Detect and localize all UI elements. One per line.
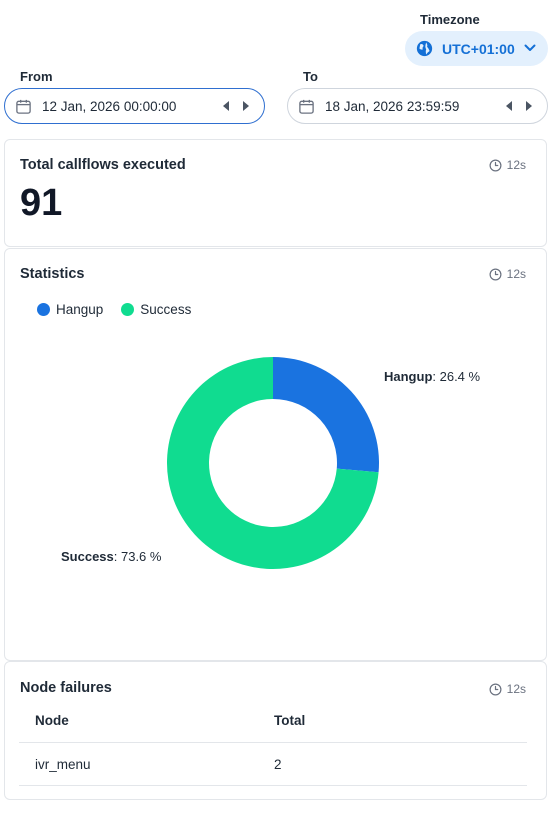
total-callflows-value: 91	[20, 182, 63, 224]
legend-item-success[interactable]: Success	[121, 302, 191, 317]
timezone-select[interactable]: UTC+01:00	[405, 31, 548, 66]
refresh-interval: 12s	[489, 267, 526, 281]
donut-slice-success[interactable]	[166, 357, 379, 569]
refresh-interval-value: 12s	[506, 267, 526, 281]
hangup-label-name: Hangup	[384, 369, 433, 384]
clock-icon	[489, 268, 502, 280]
chevron-down-icon	[524, 44, 536, 51]
success-label-value: : 73.6 %	[113, 549, 162, 564]
to-date-value: 18 Jan, 2026 23:59:59	[325, 98, 460, 114]
success-label-name: Success	[61, 549, 114, 564]
previous-arrow-icon[interactable]	[505, 100, 513, 112]
to-date-picker[interactable]: 18 Jan, 2026 23:59:59	[287, 88, 548, 124]
column-header-node[interactable]: Node	[35, 713, 69, 728]
success-slice-label: Success: 73.6 %	[61, 549, 161, 564]
from-date-value: 12 Jan, 2026 00:00:00	[42, 98, 177, 114]
card-title: Node failures	[20, 680, 112, 696]
refresh-interval: 12s	[489, 682, 526, 696]
legend-swatch-hangup	[37, 303, 50, 316]
statistics-card: Statistics 12s Hangup Success Hangup: 26…	[4, 248, 547, 661]
total-callflows-card: Total callflows executed 12s 91	[4, 139, 547, 247]
refresh-interval-value: 12s	[506, 158, 526, 172]
legend-label: Success	[140, 302, 192, 317]
node-failures-card: Node failures 12s Node Total ivr_menu 2	[4, 661, 547, 800]
calendar-icon	[16, 99, 31, 114]
chart-legend: Hangup Success	[37, 302, 209, 317]
timezone-label: Timezone	[420, 12, 480, 27]
table-divider	[19, 742, 527, 743]
table-cell-total: 2	[274, 757, 282, 772]
table-cell-node: ivr_menu	[35, 757, 91, 772]
clock-icon	[489, 683, 502, 695]
from-label: From	[20, 69, 53, 84]
previous-arrow-icon[interactable]	[222, 100, 230, 112]
card-title: Statistics	[20, 266, 85, 282]
next-arrow-icon[interactable]	[242, 100, 250, 112]
legend-label: Hangup	[56, 302, 104, 317]
calendar-icon	[299, 99, 314, 114]
donut-slice-hangup[interactable]	[273, 357, 379, 473]
column-header-total[interactable]: Total	[274, 713, 306, 728]
globe-icon	[416, 40, 433, 57]
next-arrow-icon[interactable]	[525, 100, 533, 112]
timezone-value: UTC+01:00	[442, 40, 515, 57]
refresh-interval-value: 12s	[506, 682, 526, 696]
card-title: Total callflows executed	[20, 157, 186, 173]
legend-item-hangup[interactable]: Hangup	[37, 302, 103, 317]
hangup-label-value: : 26.4 %	[432, 369, 481, 384]
legend-swatch-success	[121, 303, 135, 316]
hangup-slice-label: Hangup: 26.4 %	[384, 369, 480, 384]
clock-icon	[489, 159, 502, 171]
from-date-picker[interactable]: 12 Jan, 2026 00:00:00	[4, 88, 265, 124]
table-divider	[19, 785, 527, 786]
refresh-interval: 12s	[489, 158, 526, 172]
to-label: To	[303, 69, 318, 84]
